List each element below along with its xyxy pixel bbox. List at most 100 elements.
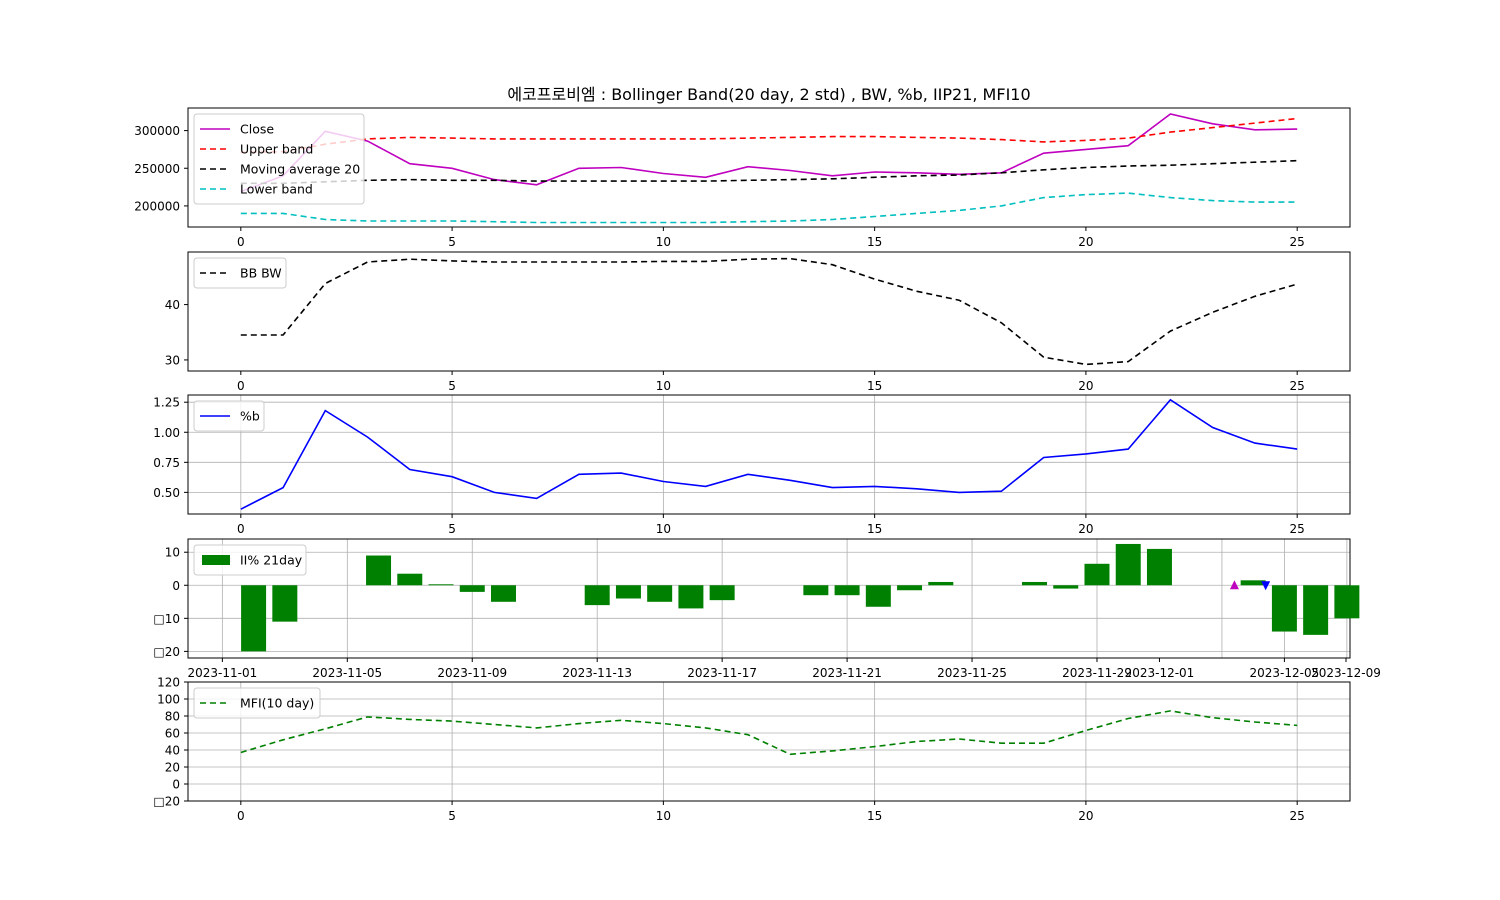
x-tick-label: 0 bbox=[237, 235, 245, 249]
legend-label: %b bbox=[240, 409, 260, 424]
x-tick-label: 25 bbox=[1290, 235, 1305, 249]
plot-frame bbox=[187, 107, 1351, 228]
bar bbox=[1084, 563, 1110, 586]
x-tick-label: 25 bbox=[1290, 379, 1305, 393]
bar bbox=[865, 585, 891, 607]
legend-box bbox=[193, 544, 307, 576]
y-tick-label: 250000 bbox=[134, 162, 180, 176]
bar bbox=[1022, 581, 1048, 586]
x-tick-label: 25 bbox=[1290, 809, 1305, 823]
y-tick-label: □20 bbox=[153, 645, 180, 659]
y-tick-label: 1.25 bbox=[153, 396, 180, 410]
plot-frame bbox=[187, 681, 1351, 802]
legend: Close Upper band Moving average 20 Lower ba… bbox=[193, 113, 365, 205]
x-tick-label: 20 bbox=[1078, 235, 1093, 249]
plot-frame bbox=[187, 394, 1351, 515]
x-tick-label: 20 bbox=[1078, 522, 1093, 536]
legend-label: II% 21day bbox=[240, 553, 303, 568]
bar bbox=[584, 585, 610, 606]
y-tick-label: 0 bbox=[172, 778, 180, 792]
legend: BB BW bbox=[193, 257, 287, 289]
series-line-bb-bw bbox=[240, 257, 1298, 366]
legend: II% 21day bbox=[193, 544, 307, 576]
x-tick-label: 2023-12-09 bbox=[1311, 666, 1381, 680]
plot-frame bbox=[187, 251, 1351, 372]
series-line-mfi-10-day- bbox=[240, 710, 1298, 756]
bar bbox=[1146, 548, 1172, 586]
bar bbox=[1053, 585, 1079, 589]
bar bbox=[490, 585, 516, 602]
series-line-lower-band bbox=[240, 192, 1298, 224]
x-tick-label: 10 bbox=[656, 379, 671, 393]
x-tick-label: 2023-11-01 bbox=[187, 666, 257, 680]
x-tick-label: 0 bbox=[237, 809, 245, 823]
bar bbox=[615, 585, 641, 599]
y-tick-label: 40 bbox=[165, 298, 180, 312]
x-tick-label: 10 bbox=[656, 809, 671, 823]
x-tick-label: 5 bbox=[448, 809, 456, 823]
bar bbox=[428, 584, 454, 586]
legend-box bbox=[193, 113, 365, 205]
bar bbox=[1334, 585, 1360, 619]
legend: MFI(10 day) bbox=[193, 687, 321, 719]
y-tick-label: □10 bbox=[153, 612, 180, 626]
x-tick-label: 2023-12-01 bbox=[1125, 666, 1195, 680]
x-tick-label: 5 bbox=[448, 235, 456, 249]
y-tick-label: □20 bbox=[153, 795, 180, 809]
bar bbox=[647, 585, 673, 602]
legend: %b bbox=[193, 400, 265, 432]
series-line-upper-band bbox=[240, 117, 1298, 154]
bar bbox=[459, 585, 485, 592]
panel-pb: 0.50 0.75 1.00 1.25 0 5 10 15 20 25 %b bbox=[153, 394, 1351, 536]
bar bbox=[1303, 585, 1329, 635]
series-line--b bbox=[240, 398, 1298, 510]
legend-swatch bbox=[202, 555, 230, 565]
x-tick-label: 2023-11-09 bbox=[437, 666, 507, 680]
x-tick-label: 20 bbox=[1078, 809, 1093, 823]
buy-marker bbox=[1229, 580, 1239, 590]
chart-title: 에코프로비엠 : Bollinger Band(20 day, 2 std) ,… bbox=[507, 85, 1030, 104]
x-tick-label: 5 bbox=[448, 379, 456, 393]
bar bbox=[1115, 543, 1141, 586]
x-tick-label: 2023-11-13 bbox=[562, 666, 632, 680]
x-tick-label: 0 bbox=[237, 522, 245, 536]
bar bbox=[272, 585, 298, 622]
panel-mfi: □20 0 20 40 60 80 100 120 0 5 10 15 20 25 MFI(10 day) bbox=[153, 676, 1351, 823]
x-tick-label: 15 bbox=[867, 809, 882, 823]
legend-label: Close bbox=[240, 122, 274, 137]
series-line-moving-average-20 bbox=[240, 159, 1298, 185]
bar bbox=[709, 585, 735, 601]
y-tick-label: 10 bbox=[165, 546, 180, 560]
x-tick-label: 15 bbox=[867, 522, 882, 536]
x-tick-label: 2023-11-29 bbox=[1062, 666, 1132, 680]
x-tick-label: 10 bbox=[656, 522, 671, 536]
series-line-close bbox=[240, 113, 1298, 193]
y-tick-label: 0 bbox=[172, 579, 180, 593]
bar bbox=[678, 585, 704, 609]
x-tick-label: 5 bbox=[448, 522, 456, 536]
x-tick-label: 0 bbox=[237, 379, 245, 393]
x-tick-label: 2023-11-25 bbox=[937, 666, 1007, 680]
bar bbox=[897, 585, 923, 591]
x-tick-label: 10 bbox=[656, 235, 671, 249]
y-tick-label: 0.50 bbox=[153, 486, 180, 500]
y-tick-label: 1.00 bbox=[153, 426, 180, 440]
bar bbox=[928, 581, 954, 586]
bar bbox=[834, 585, 860, 596]
legend-label: MFI(10 day) bbox=[240, 696, 314, 711]
x-tick-label: 2023-11-21 bbox=[812, 666, 882, 680]
legend-label: Moving average 20 bbox=[240, 162, 360, 177]
x-tick-label: 15 bbox=[867, 235, 882, 249]
sell-marker bbox=[1261, 581, 1271, 591]
panel-price: 200000 250000 300000 0 5 10 15 20 25 Close Upper b… bbox=[134, 107, 1351, 249]
y-tick-label: 100 bbox=[157, 693, 180, 707]
x-tick-label: 20 bbox=[1078, 379, 1093, 393]
legend-label: BB BW bbox=[240, 266, 282, 281]
legend-label: Upper band bbox=[240, 142, 313, 157]
legend-label: Lower band bbox=[240, 182, 313, 197]
bar bbox=[397, 573, 423, 586]
x-tick-label: 15 bbox=[867, 379, 882, 393]
x-tick-label: 2023-11-17 bbox=[687, 666, 757, 680]
